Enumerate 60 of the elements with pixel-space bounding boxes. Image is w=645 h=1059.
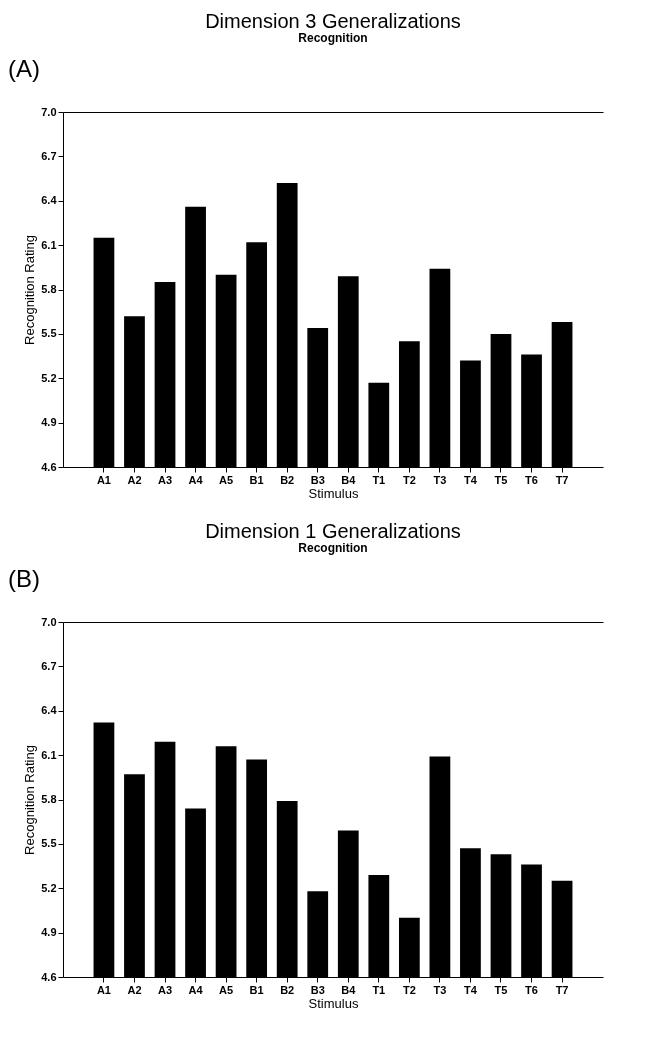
x-tick-label: A3 [157,473,173,486]
text: (B) [8,565,40,592]
x-tick-label: T4 [464,473,478,486]
x-tick-label: T7 [555,473,569,486]
x-tick-label: B1 [249,983,264,996]
x-tick-label: T4 [464,983,478,996]
x-tick-label: A5 [219,473,234,486]
x-tick-label: T1 [372,473,386,486]
x-tick-label: B2 [280,473,295,486]
y-tick-label: 5.5 [41,837,57,850]
y-tick-label: 5.8 [41,283,57,295]
chart-subtitle: Recognition [298,541,368,555]
y-tick-label: 7.0 [41,105,57,118]
x-tick-label: B4 [341,473,357,486]
y-tick-label: 4.6 [41,970,57,983]
chart-title: Dimension 1 Generalizations [205,520,461,542]
y-tick-label: 6.7 [41,659,57,672]
x-tick-label: A1 [96,473,111,486]
y-tick-label: 5.2 [41,371,57,384]
x-tick-label: B3 [310,983,325,996]
chart-subtitle: Recognition [298,31,368,45]
y-tick-label: 6.4 [41,194,58,207]
y-tick-label: 7.0 [41,615,57,628]
x-tick-label: B2 [280,983,295,996]
x-tick-label: A1 [96,983,111,996]
x-tick-label: T2 [402,983,416,996]
y-tick-label: 5.5 [41,327,57,340]
y-tick-label: 5.8 [41,793,57,805]
x-tick-label: T5 [494,473,508,486]
x-axis-title: Stimulus [308,485,359,501]
x-tick-label: A5 [219,983,234,996]
x-tick-label: A4 [188,473,204,486]
x-tick-label: A3 [157,983,173,996]
y-tick-label: 5.2 [41,881,57,894]
y-tick-label: 6.7 [41,149,57,162]
y-tick-label: 6.4 [41,704,58,717]
y-tick-label: 4.6 [41,460,57,473]
y-tick-label: 6.1 [41,238,57,251]
x-tick-label: T3 [433,473,447,486]
x-tick-label: A2 [127,983,142,996]
x-tick-label: A2 [127,473,142,486]
x-tick-label: A4 [188,983,204,996]
y-tick-label: 4.9 [41,926,57,939]
x-tick-label: B3 [310,473,325,486]
x-tick-label: T6 [525,473,538,486]
x-tick-label: T3 [433,983,447,996]
y-axis-title: Recognition Rating [22,745,38,855]
y-axis-title: Recognition Rating [22,235,38,345]
x-tick-label: T1 [372,983,386,996]
x-tick-label: T6 [525,983,538,996]
chart-title: Dimension 3 Generalizations [205,10,461,32]
x-tick-label: B1 [249,473,264,486]
x-axis-title: Stimulus [308,995,359,1011]
x-tick-label: T5 [494,983,508,996]
y-tick-label: 4.9 [41,416,57,429]
x-tick-label: B4 [341,983,357,996]
y-tick-label: 6.1 [41,748,57,761]
x-tick-label: T7 [555,983,569,996]
x-tick-label: T2 [402,473,416,486]
text: (A) [8,55,40,82]
